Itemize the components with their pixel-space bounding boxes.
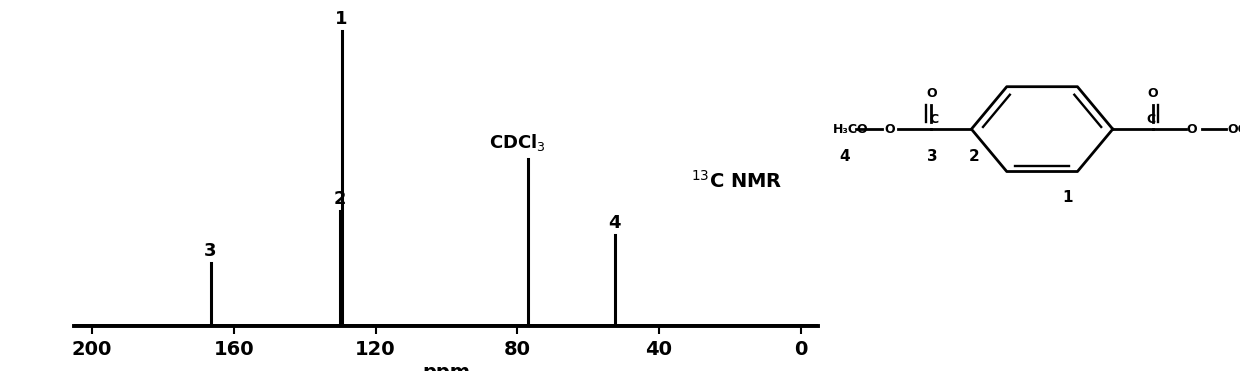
X-axis label: ppm: ppm: [423, 363, 470, 371]
Text: 3: 3: [928, 150, 937, 164]
Text: 1: 1: [335, 10, 347, 28]
Text: 3: 3: [203, 242, 216, 260]
Text: 4: 4: [839, 150, 849, 164]
Text: O: O: [884, 122, 894, 136]
Text: O: O: [926, 87, 936, 100]
Text: C: C: [929, 113, 939, 126]
Text: $^{13}$C NMR: $^{13}$C NMR: [692, 170, 782, 191]
Text: 1: 1: [1063, 190, 1074, 204]
Text: O: O: [1187, 122, 1198, 136]
Text: C: C: [1146, 113, 1154, 126]
Text: CDCl$_3$: CDCl$_3$: [489, 132, 546, 153]
Text: H₃CO: H₃CO: [832, 122, 868, 136]
Text: O: O: [1147, 87, 1158, 100]
Text: 2: 2: [968, 150, 980, 164]
Text: 4: 4: [609, 214, 621, 232]
Text: 2: 2: [334, 190, 346, 208]
Text: OCH₃: OCH₃: [1228, 122, 1240, 136]
